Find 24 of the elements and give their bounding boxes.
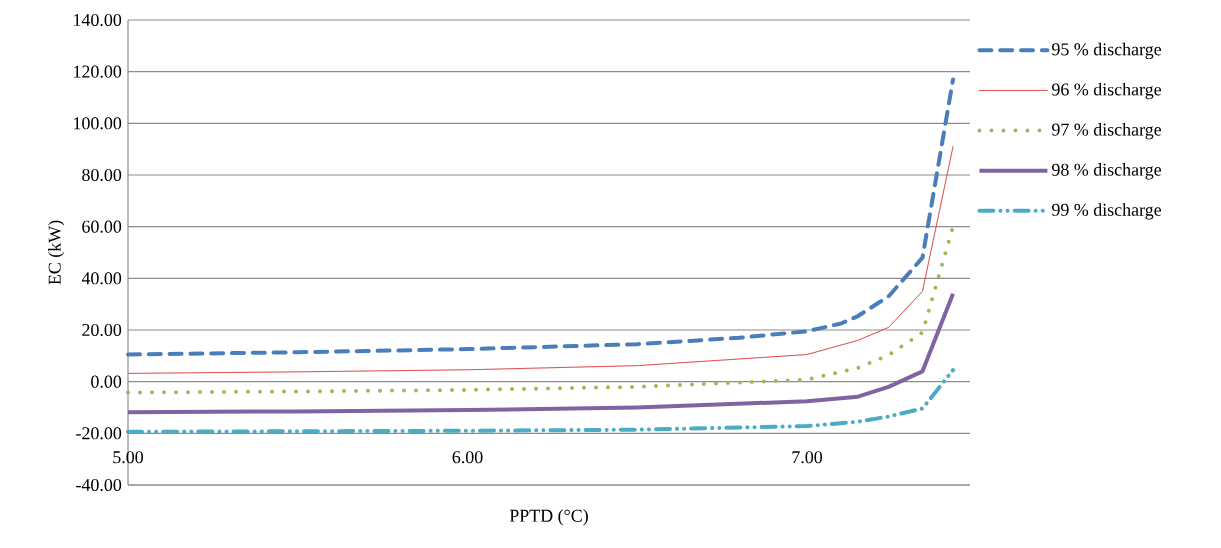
legend-label: 99 % discharge <box>1051 203 1162 220</box>
legend-label: 95 % discharge <box>1051 42 1162 60</box>
y-axis-title: EC (kW) <box>48 220 65 285</box>
x-tick-label: 7.00 <box>792 451 823 464</box>
y-tick-label: 120.00 <box>74 65 122 78</box>
line-series <box>126 291 956 415</box>
line-series <box>126 77 956 357</box>
x-tick-label: 5.00 <box>113 451 144 464</box>
legend-label: 98 % discharge <box>1051 163 1162 180</box>
y-tick-label: -20.00 <box>76 427 122 440</box>
x-axis-title: PPTD (°C) <box>509 509 588 526</box>
legend-label: 97 % discharge <box>1051 123 1162 140</box>
y-tick-label: 60.00 <box>82 220 122 233</box>
y-tick-label: 20.00 <box>82 323 122 337</box>
x-tick-label: 6.00 <box>452 451 483 464</box>
line-series <box>126 368 956 434</box>
y-tick-label: -40.00 <box>76 478 122 492</box>
y-tick-label: 40.00 <box>81 272 122 285</box>
y-tick-label: 80.00 <box>82 168 122 182</box>
y-tick-label: 0.00 <box>91 375 122 388</box>
line-series <box>127 146 954 374</box>
y-tick-label: 100.00 <box>74 117 122 130</box>
y-tick-label: 140.00 <box>74 13 122 27</box>
legend-label: 96 % discharge <box>1051 82 1162 100</box>
